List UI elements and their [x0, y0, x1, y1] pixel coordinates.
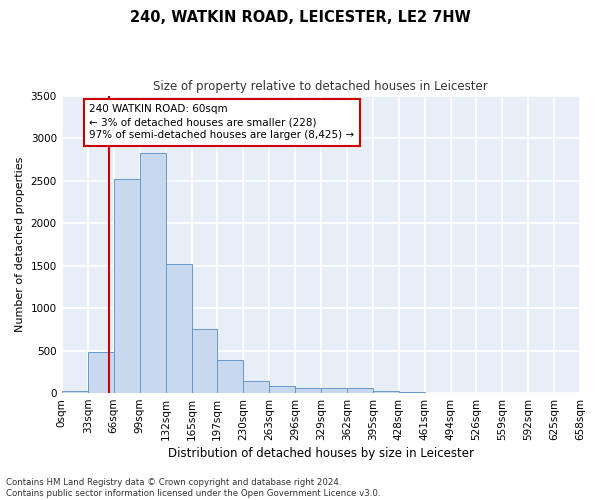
X-axis label: Distribution of detached houses by size in Leicester: Distribution of detached houses by size …: [168, 447, 474, 460]
Bar: [166, 264, 191, 393]
Bar: [88, 352, 113, 393]
Bar: [269, 386, 295, 393]
Text: 240, WATKIN ROAD, LEICESTER, LE2 7HW: 240, WATKIN ROAD, LEICESTER, LE2 7HW: [130, 10, 470, 25]
Bar: [140, 154, 166, 393]
Bar: [373, 390, 399, 393]
Y-axis label: Number of detached properties: Number of detached properties: [15, 156, 25, 332]
Bar: [295, 388, 321, 393]
Bar: [243, 380, 269, 393]
Bar: [321, 388, 347, 393]
Bar: [62, 392, 88, 393]
Bar: [217, 360, 243, 393]
Text: Contains HM Land Registry data © Crown copyright and database right 2024.
Contai: Contains HM Land Registry data © Crown c…: [6, 478, 380, 498]
Bar: [114, 179, 140, 393]
Bar: [347, 388, 373, 393]
Title: Size of property relative to detached houses in Leicester: Size of property relative to detached ho…: [154, 80, 488, 93]
Bar: [399, 392, 425, 393]
Text: 240 WATKIN ROAD: 60sqm
← 3% of detached houses are smaller (228)
97% of semi-det: 240 WATKIN ROAD: 60sqm ← 3% of detached …: [89, 104, 355, 141]
Bar: [192, 330, 217, 393]
